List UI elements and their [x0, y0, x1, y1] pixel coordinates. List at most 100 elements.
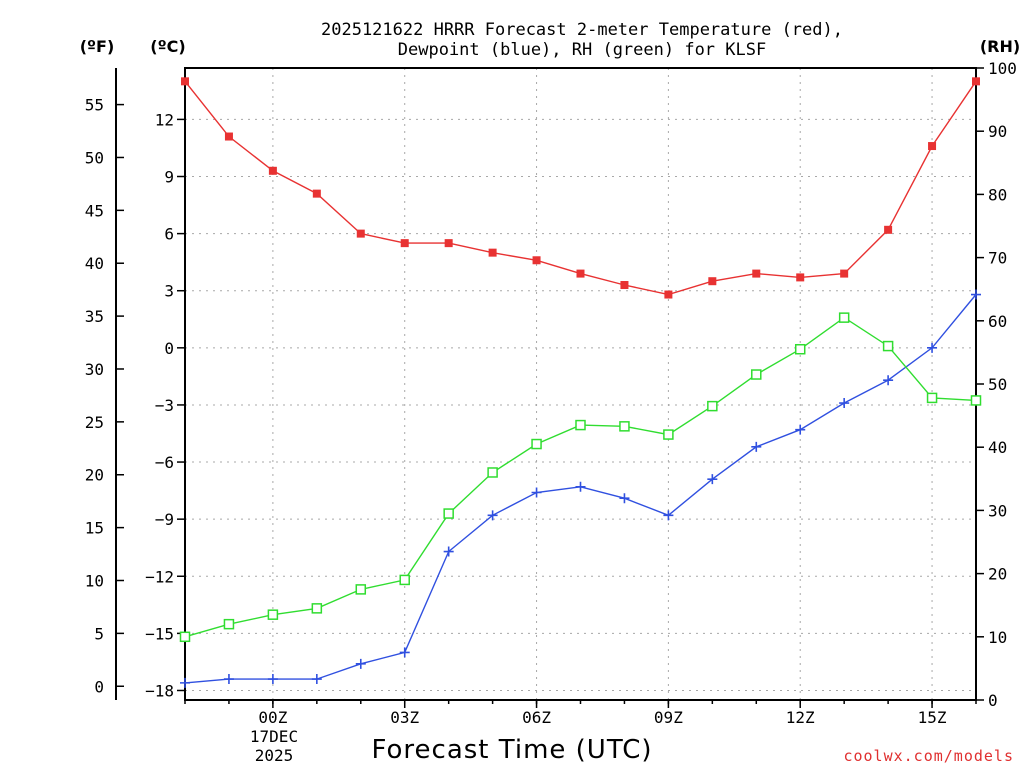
x-tick-label: 00Z	[258, 708, 287, 727]
rh-point	[619, 421, 630, 432]
temperature-point	[400, 239, 409, 248]
x-tick-label: 03Z	[390, 708, 419, 727]
dewpoint-point	[531, 487, 542, 498]
fahrenheit-tick-label: 30	[85, 360, 104, 379]
plot-frame	[184, 67, 977, 701]
dewpoint-point	[751, 441, 762, 452]
celsius-tick-label: −6	[155, 453, 174, 472]
x-tick-label: 09Z	[654, 708, 683, 727]
celsius-tick-label: −9	[155, 510, 174, 529]
celsius-tick-label: 12	[155, 110, 174, 129]
rh-point	[707, 400, 718, 412]
rh-point	[311, 603, 323, 614]
fahrenheit-tick-label: 45	[85, 201, 104, 220]
rh-point	[267, 609, 279, 620]
celsius-tick-label: −12	[145, 567, 174, 586]
rh-point	[838, 312, 850, 323]
rh-point	[751, 369, 762, 380]
celsius-tick-label: 3	[164, 282, 174, 301]
rh-tick-label: 50	[988, 375, 1007, 394]
fahrenheit-tick-label: 50	[85, 148, 104, 167]
x-date-label-year: 2025	[255, 746, 294, 765]
temperature-point	[796, 273, 805, 282]
rh-point	[794, 343, 806, 355]
temperature-point	[708, 277, 717, 286]
dewpoint-point	[267, 674, 278, 685]
temperature-line	[184, 80, 977, 296]
rh-point	[223, 618, 235, 630]
rh-point	[487, 467, 498, 478]
dewpoint-series	[180, 289, 981, 688]
rh-point	[531, 438, 542, 450]
rh-series	[179, 312, 982, 643]
celsius-tick-label: −15	[145, 624, 174, 643]
temperature-point	[972, 77, 980, 86]
x-date-label-day: 17DEC	[250, 727, 298, 746]
temperature-point	[840, 269, 849, 278]
rh-point	[882, 340, 894, 352]
axis-ticks: 00Z 03Z 06Z 09Z 12Z 15Z −18 −15 −12 −9 −6 −3 0 3 6 9 12 0…	[85, 59, 1017, 727]
dewpoint-point	[883, 375, 894, 386]
temperature-series	[181, 77, 980, 299]
dewpoint-point	[223, 674, 234, 685]
fahrenheit-tick-label: 15	[85, 519, 104, 538]
dewpoint-point	[971, 289, 981, 300]
x-tick-label: 15Z	[918, 708, 947, 727]
dewpoint-point	[311, 674, 322, 685]
rh-point	[575, 419, 586, 431]
x-tick-label: 12Z	[786, 708, 815, 727]
rh-tick-label: 20	[988, 565, 1007, 584]
temperature-point	[620, 281, 629, 290]
rh-tick-label: 60	[988, 312, 1007, 331]
temperature-point	[224, 132, 233, 141]
celsius-tick-label: 6	[164, 225, 174, 244]
axes	[115, 67, 977, 701]
rh-tick-label: 80	[988, 185, 1007, 204]
dewpoint-point	[355, 658, 366, 669]
x-axis-title: Forecast Time (UTC)	[371, 735, 652, 765]
temperature-point	[181, 77, 189, 86]
rh-tick-label: 100	[988, 59, 1017, 78]
temperature-point	[884, 225, 893, 234]
rh-point	[926, 392, 938, 404]
rh-point	[179, 631, 191, 643]
dewpoint-point	[839, 398, 850, 409]
rh-point	[663, 429, 674, 440]
gridlines	[185, 68, 976, 700]
temperature-point	[444, 239, 453, 248]
rh-axis-label: (RH)	[980, 37, 1020, 56]
data-series	[179, 77, 982, 688]
temperature-point	[928, 142, 937, 151]
temperature-point	[752, 269, 761, 278]
celsius-tick-label: −3	[155, 396, 174, 415]
rh-point	[443, 508, 454, 519]
fahrenheit-tick-label: 20	[85, 466, 104, 485]
rh-tick-label: 90	[988, 122, 1007, 141]
chart-title-line-1: 2025121622 HRRR Forecast 2-meter Tempera…	[321, 20, 843, 40]
dewpoint-point	[927, 342, 938, 353]
dewpoint-point	[619, 493, 630, 504]
fahrenheit-axis-label: (ºF)	[80, 37, 115, 56]
temperature-point	[356, 229, 365, 238]
dewpoint-point	[575, 481, 586, 492]
rh-tick-label: 70	[988, 249, 1007, 268]
temperature-point	[312, 189, 321, 198]
rh-point	[355, 584, 367, 595]
celsius-tick-label: −18	[145, 681, 174, 700]
fahrenheit-tick-label: 5	[94, 624, 104, 643]
temperature-point	[268, 166, 277, 175]
rh-tick-label: 30	[988, 501, 1007, 520]
fahrenheit-tick-label: 25	[85, 413, 104, 432]
celsius-tick-label: 9	[164, 168, 174, 187]
temperature-point	[664, 290, 673, 299]
dewpoint-point	[795, 424, 806, 435]
rh-line	[184, 316, 977, 638]
dewpoint-point	[487, 510, 498, 521]
dewpoint-point	[443, 546, 454, 557]
rh-point	[970, 395, 982, 406]
dewpoint-point	[399, 647, 410, 658]
dewpoint-point	[663, 510, 674, 521]
credit-label: coolwx.com/models	[843, 747, 1014, 765]
rh-tick-label: 10	[988, 628, 1007, 647]
